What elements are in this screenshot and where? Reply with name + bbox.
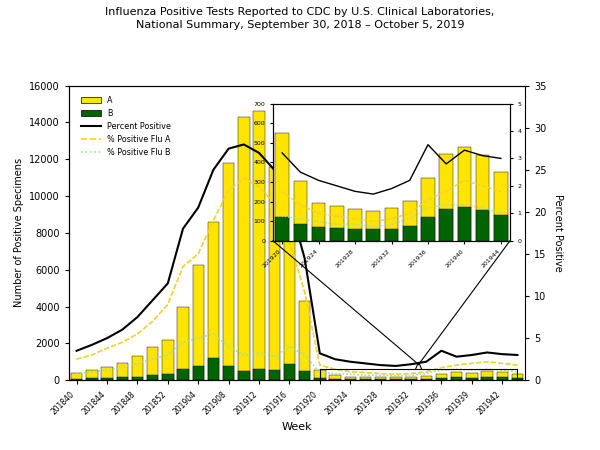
Bar [162, 340, 173, 380]
Bar [403, 226, 416, 241]
Legend: A, B, Percent Positive, % Positive Flu A, % Positive Flu B: A, B, Percent Positive, % Positive Flu A… [77, 93, 175, 160]
Bar [223, 163, 234, 380]
Text: Influenza Positive Tests Reported to CDC by U.S. Clinical Laboratories,: Influenza Positive Tests Reported to CDC… [106, 7, 494, 17]
Bar [497, 372, 508, 380]
Bar [421, 377, 432, 380]
Bar [116, 377, 128, 380]
Bar [275, 133, 289, 241]
Bar [86, 378, 97, 380]
X-axis label: Week: Week [281, 422, 313, 432]
Bar [253, 369, 265, 380]
Bar [314, 378, 325, 380]
Bar [238, 117, 250, 380]
Bar [344, 377, 356, 380]
Bar [269, 167, 280, 380]
Bar [421, 178, 435, 241]
Text: National Summary, September 30, 2018 – October 5, 2019: National Summary, September 30, 2018 – O… [136, 20, 464, 30]
Bar [101, 378, 113, 380]
Bar [208, 222, 219, 380]
Y-axis label: Number of Positive Specimens: Number of Positive Specimens [14, 158, 23, 307]
Bar [481, 371, 493, 380]
Bar [390, 379, 401, 380]
Bar [390, 378, 401, 380]
Bar [314, 370, 325, 380]
Bar [476, 210, 490, 241]
Bar [476, 155, 490, 241]
Bar [451, 372, 462, 380]
Bar [293, 224, 307, 241]
Bar [284, 364, 295, 380]
Bar [329, 379, 341, 380]
Bar [375, 379, 386, 380]
Bar [147, 375, 158, 380]
Bar [359, 377, 371, 380]
Bar [330, 228, 344, 241]
Bar [208, 358, 219, 380]
Bar [421, 379, 432, 380]
Bar [494, 215, 508, 241]
Bar [367, 230, 380, 241]
Bar [421, 217, 435, 241]
Bar [466, 374, 478, 380]
Bar [330, 207, 344, 241]
Bar [275, 217, 289, 241]
Bar [253, 111, 265, 380]
Bar [86, 370, 97, 380]
Bar [132, 377, 143, 380]
Bar [284, 224, 295, 380]
Bar [375, 377, 386, 380]
Bar [178, 369, 188, 380]
Bar [344, 379, 356, 380]
Bar [367, 211, 380, 241]
Bar [132, 356, 143, 380]
Bar [238, 371, 250, 380]
Bar [439, 209, 453, 241]
Bar [458, 147, 471, 241]
Bar [406, 379, 416, 380]
Bar [497, 378, 508, 380]
Bar [385, 229, 398, 241]
Bar [359, 379, 371, 380]
Bar [178, 306, 188, 380]
Bar [512, 374, 523, 380]
Bar [193, 265, 204, 380]
Bar [193, 366, 204, 380]
Bar [403, 201, 416, 241]
Bar [269, 370, 280, 380]
Bar [385, 208, 398, 241]
Bar [458, 207, 471, 241]
Bar [299, 301, 310, 380]
Bar [147, 347, 158, 380]
Y-axis label: Percent Positive: Percent Positive [553, 194, 563, 272]
Bar [312, 227, 325, 241]
Bar [116, 363, 128, 380]
Bar [348, 229, 362, 241]
Bar [101, 367, 113, 380]
Bar [329, 375, 341, 380]
Bar [71, 373, 82, 380]
Bar [481, 377, 493, 380]
Bar [436, 378, 447, 380]
Bar [348, 209, 362, 241]
Bar [512, 378, 523, 380]
Bar [293, 181, 307, 241]
Bar [436, 374, 447, 380]
Bar [406, 377, 416, 380]
Bar [299, 371, 310, 380]
Bar [494, 172, 508, 241]
Bar [451, 377, 462, 380]
Bar [162, 374, 173, 380]
Bar [223, 365, 234, 380]
Bar [466, 378, 478, 380]
Bar [312, 203, 325, 241]
Bar [71, 379, 82, 380]
Bar [439, 154, 453, 241]
